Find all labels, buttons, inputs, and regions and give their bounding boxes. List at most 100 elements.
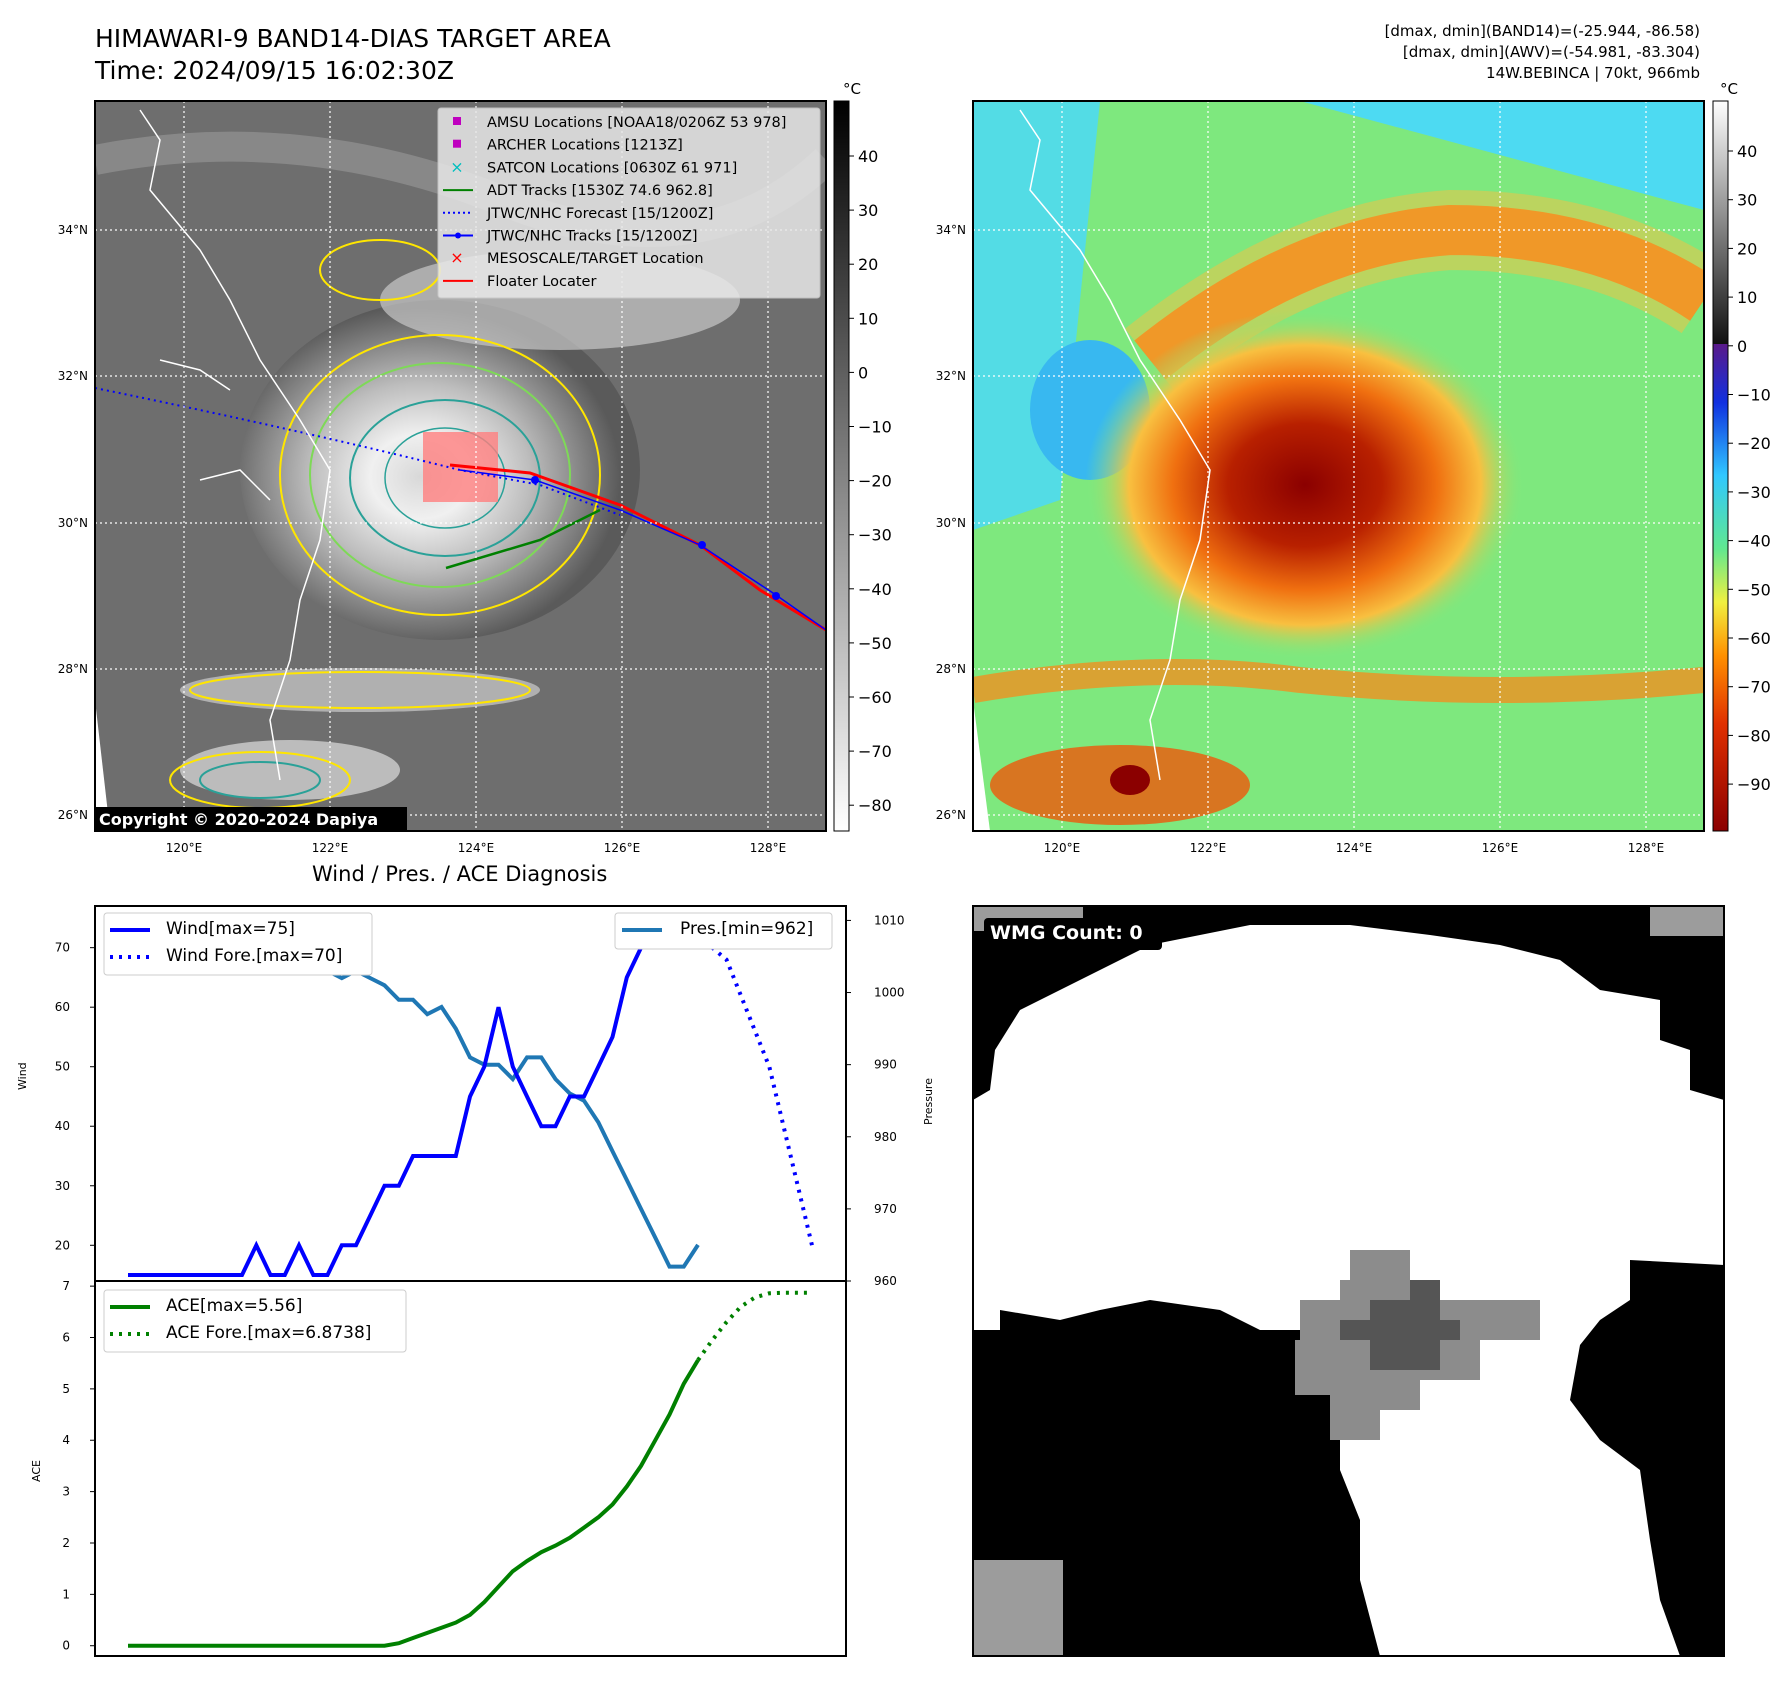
- wind-y-tick: 50: [55, 1060, 70, 1074]
- copyright-label: Copyright © 2020-2024 Dapiya: [99, 810, 379, 829]
- map-lat-tick: 30°N: [58, 516, 88, 530]
- pres-y-tick: 970: [874, 1202, 897, 1216]
- wmg-count: WMG Count: 0: [990, 922, 1143, 944]
- map-legend-label: ARCHER Locations [1213Z]: [487, 138, 683, 154]
- map-legend-label: AMSU Locations [NOAA18/0206Z 53 978]: [487, 115, 786, 131]
- map-lon-tick: 128°E: [1628, 841, 1665, 855]
- legend-wind-fore: Wind Fore.[max=70]: [166, 946, 343, 966]
- color-colorbar-tick: 10: [1737, 288, 1757, 307]
- color-colorbar-tick: −90: [1737, 775, 1771, 794]
- gray-colorbar-tick: −10: [858, 418, 892, 437]
- gray-colorbar-tick: −40: [858, 580, 892, 599]
- map-lon-tick: 128°E: [750, 841, 787, 855]
- color-colorbar-tick: −40: [1737, 532, 1771, 551]
- color-colorbar-tick: −50: [1737, 580, 1771, 599]
- ace-y-tick: 4: [62, 1433, 70, 1447]
- ace-y-tick: 7: [62, 1279, 70, 1293]
- ace-legend: [103, 1289, 407, 1353]
- legend-wind: Wind[max=75]: [166, 919, 295, 939]
- map-legend-label: MESOSCALE/TARGET Location: [487, 251, 704, 267]
- map-lat-tick: 34°N: [58, 223, 88, 237]
- wind-y-tick: 40: [55, 1119, 70, 1133]
- map-lat-tick: 32°N: [936, 369, 966, 383]
- pres-y-tick: 980: [874, 1130, 897, 1144]
- diag-panel: 20 30 40 50 60 70 960 970 980 990 1000 1010 0 1 2 3 4 5 6 7: [55, 905, 905, 1657]
- map-lon-tick: 120°E: [1044, 841, 1081, 855]
- map-legend-label: JTWC/NHC Forecast [15/1200Z]: [486, 206, 713, 222]
- color-colorbar-tick: −60: [1737, 629, 1771, 648]
- pres-y-tick: 960: [874, 1274, 897, 1288]
- map-lon-tick: 124°E: [458, 841, 495, 855]
- color-colorbar-tick: −80: [1737, 726, 1771, 745]
- map-legend-item: JTWC/NHC Tracks [15/1200Z]: [443, 229, 698, 245]
- gray-colorbar-tick: −20: [858, 472, 892, 491]
- legend-ace-fore: ACE Fore.[max=6.8738]: [166, 1323, 372, 1343]
- ace-y-tick: 3: [62, 1485, 70, 1499]
- map-legend-item: ADT Tracks [1530Z 74.6 962.8]: [443, 183, 713, 199]
- map-lat-tick: 30°N: [936, 516, 966, 530]
- color-colorbar-tick: −70: [1737, 678, 1771, 697]
- map-legend-item: JTWC/NHC Forecast [15/1200Z]: [443, 206, 713, 222]
- ace-y-tick: 1: [62, 1587, 70, 1601]
- ace-axis-label: ACE: [30, 1460, 43, 1482]
- figure-time: Time: 2024/09/15 16:02:30Z: [95, 56, 454, 85]
- color-map-panel: [972, 100, 1705, 832]
- map-lat-tick: 26°N: [58, 808, 88, 822]
- map-lon-tick: 126°E: [604, 841, 641, 855]
- storm-info: 14W.BEBINCA | 70kt, 966mb: [1486, 64, 1700, 82]
- map-legend-label: JTWC/NHC Tracks [15/1200Z]: [486, 229, 698, 245]
- ace-y-tick: 6: [62, 1331, 70, 1345]
- map-legend-item: AMSU Locations [NOAA18/0206Z 53 978]: [453, 115, 786, 131]
- pres-legend: [614, 912, 833, 950]
- gray-colorbar-tick: −70: [858, 742, 892, 761]
- map-legend-item: Floater Locater: [443, 274, 596, 290]
- gray-colorbar-tick: 20: [858, 255, 878, 274]
- gray-colorbar-tick: −30: [858, 526, 892, 545]
- map-legend-item: × SATCON Locations [0630Z 61 971]: [450, 157, 737, 176]
- wmg-panel: [972, 905, 1725, 1657]
- gray-colorbar: 40 30 20 10 0 −10 −20 −30 −40 −50 −60 −70 −80: [833, 100, 892, 832]
- ace-y-tick: 5: [62, 1382, 70, 1396]
- map-legend-label: SATCON Locations [0630Z 61 971]: [487, 160, 737, 176]
- color-colorbar-tick: −30: [1737, 483, 1771, 502]
- wind-legend: [103, 912, 373, 976]
- map-lat-tick: 34°N: [936, 223, 966, 237]
- gray-colorbar-tick: 40: [858, 147, 878, 166]
- band14-range: [dmax, dmin](BAND14)=(-25.944, -86.58): [1384, 22, 1700, 40]
- wind-line: [128, 915, 700, 1277]
- ace-line: [128, 1359, 700, 1648]
- pres-y-tick: 1000: [874, 986, 905, 1000]
- legend-x-marker: ×: [450, 157, 463, 176]
- map-lat-tick: 32°N: [58, 369, 88, 383]
- map-lon-tick: 124°E: [1336, 841, 1373, 855]
- map-lon-tick: 122°E: [312, 841, 349, 855]
- color-colorbar-unit: °C: [1720, 80, 1738, 98]
- figure-title: HIMAWARI-9 BAND14-DIAS TARGET AREA: [95, 24, 611, 53]
- map-legend-label: ADT Tracks [1530Z 74.6 962.8]: [487, 183, 713, 199]
- map-lon-tick: 120°E: [166, 841, 203, 855]
- map-lon-tick: 122°E: [1190, 841, 1227, 855]
- color-colorbar-tick: 20: [1737, 239, 1757, 258]
- diag-title: Wind / Pres. / ACE Diagnosis: [312, 862, 608, 886]
- wind-axis-label: Wind: [16, 1062, 29, 1090]
- map-lat-tick: 28°N: [936, 662, 966, 676]
- legend-pres: Pres.[min=962]: [680, 919, 814, 939]
- gray-colorbar-tick: −80: [858, 796, 892, 815]
- awv-range: [dmax, dmin](AWV)=(-54.981, -83.304): [1402, 43, 1700, 61]
- color-colorbar-tick: −10: [1737, 386, 1771, 405]
- color-colorbar: 40 30 20 10 0 −10 −20 −30 −40 −50 −60 −70 −80 −90: [1712, 100, 1771, 832]
- map-lat-tick: 28°N: [58, 662, 88, 676]
- gray-colorbar-tick: −60: [858, 688, 892, 707]
- map-legend-item: × MESOSCALE/TARGET Location: [450, 248, 703, 267]
- map-legend-item: ARCHER Locations [1213Z]: [453, 138, 683, 154]
- map-legend: AMSU Locations [NOAA18/0206Z 53 978] ARCH…: [437, 107, 821, 299]
- color-colorbar-tick: −20: [1737, 434, 1771, 453]
- gray-colorbar-tick: 30: [858, 201, 878, 220]
- color-colorbar-tick: 0: [1737, 337, 1747, 356]
- map-legend-label: Floater Locater: [487, 274, 596, 290]
- wind-y-tick: 30: [55, 1179, 70, 1193]
- pres-y-tick: 990: [874, 1058, 897, 1072]
- gray-colorbar-tick: −50: [858, 634, 892, 653]
- color-colorbar-tick: 40: [1737, 142, 1757, 161]
